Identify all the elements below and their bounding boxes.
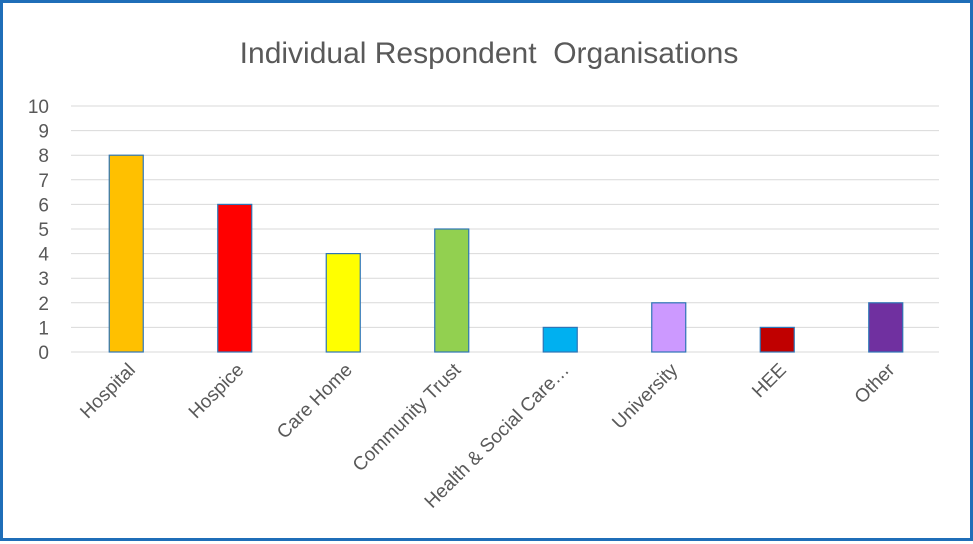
y-tick-label: 8 [38, 146, 49, 167]
y-tick-label: 10 [28, 97, 49, 118]
bar-hospice [217, 203, 253, 353]
x-category-label: HEE [748, 360, 790, 402]
y-tick-label: 3 [38, 269, 49, 290]
y-tick-label: 7 [38, 171, 49, 192]
y-tick-label: 4 [38, 245, 49, 266]
bar-hee [759, 326, 795, 353]
bar-hospital [108, 154, 144, 353]
bar-chart: Individual Respondent Organisations 0 1 2 3… [28, 37, 939, 513]
y-tick-label: 0 [38, 343, 49, 364]
bar-community-trust [434, 228, 470, 353]
chart-title: Individual Respondent Organisations [240, 37, 739, 70]
y-tick-label: 5 [38, 220, 49, 241]
x-category-label: Hospital [76, 360, 139, 423]
bar-care-home [325, 253, 361, 353]
x-category-label: Community Trust [349, 359, 466, 476]
bar-health-social-care [542, 326, 578, 353]
y-tick-label: 1 [38, 318, 49, 339]
bar-other [868, 302, 904, 353]
bar-university [651, 302, 687, 353]
bars [108, 154, 904, 353]
y-axis-ticks: 0 1 2 3 4 5 6 7 8 9 10 [28, 97, 50, 364]
gridlines [71, 105, 939, 353]
x-category-label: University [608, 359, 682, 433]
x-category-label: Care Home [273, 360, 357, 444]
y-tick-label: 9 [38, 122, 49, 143]
x-category-label: Hospice [185, 360, 248, 423]
y-tick-label: 2 [38, 294, 49, 315]
x-category-label: Other [851, 359, 900, 408]
y-tick-label: 6 [38, 195, 49, 216]
